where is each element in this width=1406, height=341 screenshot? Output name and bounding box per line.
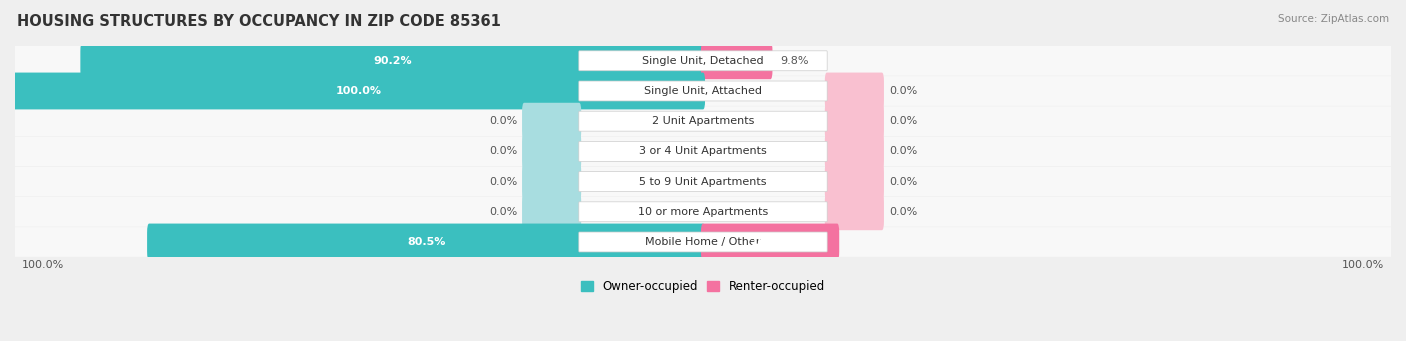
FancyBboxPatch shape [13, 73, 704, 109]
Text: HOUSING STRUCTURES BY OCCUPANCY IN ZIP CODE 85361: HOUSING STRUCTURES BY OCCUPANCY IN ZIP C… [17, 14, 501, 29]
Text: 19.5%: 19.5% [751, 237, 789, 247]
Text: 9.8%: 9.8% [780, 56, 810, 66]
FancyBboxPatch shape [825, 193, 884, 230]
Text: 100.0%: 100.0% [336, 86, 382, 96]
Text: 2 Unit Apartments: 2 Unit Apartments [652, 116, 754, 126]
FancyBboxPatch shape [15, 76, 1391, 106]
FancyBboxPatch shape [522, 163, 581, 200]
FancyBboxPatch shape [702, 42, 772, 79]
FancyBboxPatch shape [825, 133, 884, 170]
FancyBboxPatch shape [15, 106, 1391, 136]
FancyBboxPatch shape [825, 73, 884, 109]
FancyBboxPatch shape [15, 167, 1391, 196]
Text: 0.0%: 0.0% [889, 86, 917, 96]
FancyBboxPatch shape [825, 163, 884, 200]
FancyBboxPatch shape [825, 103, 884, 139]
FancyBboxPatch shape [15, 137, 1391, 166]
Legend: Owner-occupied, Renter-occupied: Owner-occupied, Renter-occupied [576, 275, 830, 298]
Text: Single Unit, Attached: Single Unit, Attached [644, 86, 762, 96]
FancyBboxPatch shape [522, 133, 581, 170]
FancyBboxPatch shape [579, 51, 827, 71]
FancyBboxPatch shape [579, 81, 827, 101]
FancyBboxPatch shape [522, 193, 581, 230]
Text: 0.0%: 0.0% [889, 116, 917, 126]
FancyBboxPatch shape [579, 172, 827, 192]
Text: 0.0%: 0.0% [489, 207, 517, 217]
FancyBboxPatch shape [579, 232, 827, 252]
Text: 0.0%: 0.0% [489, 116, 517, 126]
Text: Source: ZipAtlas.com: Source: ZipAtlas.com [1278, 14, 1389, 24]
Text: 0.0%: 0.0% [489, 146, 517, 157]
Text: 0.0%: 0.0% [489, 177, 517, 187]
Text: 0.0%: 0.0% [889, 146, 917, 157]
FancyBboxPatch shape [579, 202, 827, 222]
Text: 3 or 4 Unit Apartments: 3 or 4 Unit Apartments [640, 146, 766, 157]
Text: 0.0%: 0.0% [889, 207, 917, 217]
FancyBboxPatch shape [15, 197, 1391, 226]
FancyBboxPatch shape [148, 224, 704, 261]
FancyBboxPatch shape [579, 111, 827, 131]
Text: 10 or more Apartments: 10 or more Apartments [638, 207, 768, 217]
FancyBboxPatch shape [702, 224, 839, 261]
Text: 5 to 9 Unit Apartments: 5 to 9 Unit Apartments [640, 177, 766, 187]
Text: 100.0%: 100.0% [1341, 260, 1384, 270]
FancyBboxPatch shape [579, 142, 827, 161]
Text: 80.5%: 80.5% [406, 237, 446, 247]
Text: 100.0%: 100.0% [22, 260, 65, 270]
Text: 90.2%: 90.2% [374, 56, 412, 66]
FancyBboxPatch shape [80, 42, 704, 79]
FancyBboxPatch shape [15, 227, 1391, 257]
Text: Mobile Home / Other: Mobile Home / Other [645, 237, 761, 247]
FancyBboxPatch shape [15, 46, 1391, 76]
FancyBboxPatch shape [522, 103, 581, 139]
Text: 0.0%: 0.0% [889, 177, 917, 187]
Text: Single Unit, Detached: Single Unit, Detached [643, 56, 763, 66]
